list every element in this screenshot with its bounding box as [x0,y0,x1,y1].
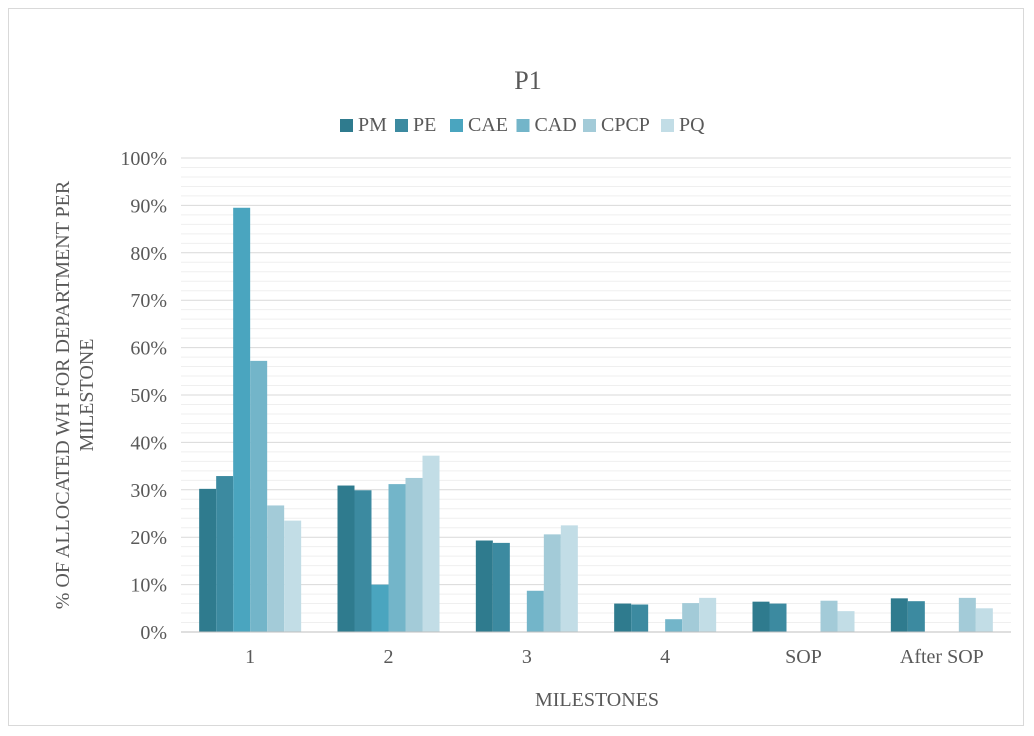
bar-cpcp-sop [820,600,838,632]
bar-pm-2 [337,485,355,632]
y-tick-label: 10% [130,575,167,597]
bar-cpcp-2 [405,477,423,632]
legend-swatch-cpcp [583,119,596,132]
x-tick-label: SOP [785,646,822,668]
bar-cpcp-after-sop [958,597,976,632]
bar-cae-1 [233,207,251,632]
bar-cae-2 [371,584,389,632]
bar-chart: P1 PM PE CAE CAD CPCP PQ 0% 10% 20% 30% 40% 50% 60%… [52,66,1011,711]
bar-cpcp-3 [543,534,561,632]
chart-title: P1 [514,66,541,95]
y-tick-label: 50% [130,385,167,407]
bar-cpcp-1 [267,505,285,632]
x-axis-ticks: 1 2 3 4 SOP After SOP [245,646,984,668]
bars [199,207,993,632]
bar-pq-sop [837,611,855,632]
y-tick-label: 40% [130,432,167,454]
bar-pm-3 [475,540,493,632]
y-tick-label: 0% [140,622,167,644]
bar-pm-sop [752,601,770,632]
legend-label-cae: CAE [468,114,508,136]
bar-pq-1 [284,520,302,632]
bar-cad-4 [665,619,683,632]
bar-pe-1 [216,476,234,632]
x-tick-label: 2 [384,646,394,668]
chart-frame: P1 PM PE CAE CAD CPCP PQ 0% 10% 20% 30% 40% 50% 60%… [8,8,1024,726]
x-tick-label: 4 [660,646,670,668]
x-tick-label: 3 [522,646,532,668]
legend-swatch-pq [661,119,674,132]
bar-cad-3 [526,590,544,632]
bar-pq-after-sop [975,608,993,632]
y-axis-title-line: % OF ALLOCATED WH FOR DEPARTMENT PER [52,180,74,609]
y-axis-title: % OF ALLOCATED WH FOR DEPARTMENT PER MILE… [52,180,98,609]
y-axis-ticks: 0% 10% 20% 30% 40% 50% 60% 70% 80% 90% 100% [120,148,167,644]
legend-label-cad: CAD [535,114,577,136]
bar-pq-4 [699,597,717,632]
legend-label-pm: PM [358,114,387,136]
legend-swatch-pe [395,119,408,132]
legend-swatch-cad [516,119,530,132]
bar-cad-1 [250,360,268,632]
bar-pm-after-sop [890,598,908,632]
y-tick-label: 20% [130,527,167,549]
bar-pe-3 [492,542,510,632]
y-tick-label: 70% [130,290,167,312]
bar-pq-2 [422,455,440,632]
y-tick-label: 90% [130,195,167,217]
y-tick-label: 100% [120,148,167,170]
legend-label-pq: PQ [679,114,705,136]
bar-pm-4 [614,603,632,632]
y-axis-title-line: MILESTONE [76,339,98,452]
legend: PM PE CAE CAD CPCP PQ [340,114,705,136]
bar-pe-4 [631,604,649,632]
x-tick-label: 1 [245,646,255,668]
bar-pe-after-sop [907,601,925,632]
bar-cad-2 [388,484,406,632]
bar-pe-sop [769,603,787,632]
bar-pm-1 [199,488,217,632]
y-tick-label: 30% [130,480,167,502]
x-axis-title: MILESTONES [535,689,659,711]
legend-label-cpcp: CPCP [601,114,650,136]
bar-pq-3 [560,525,578,632]
legend-label-pe: PE [413,114,436,136]
x-tick-label: After SOP [900,646,984,668]
legend-swatch-cae [450,119,463,132]
y-tick-label: 60% [130,338,167,360]
gridlines [181,157,1011,624]
bar-cpcp-4 [682,603,700,632]
y-tick-label: 80% [130,243,167,265]
legend-swatch-pm [340,119,353,132]
bar-pe-2 [354,490,372,632]
